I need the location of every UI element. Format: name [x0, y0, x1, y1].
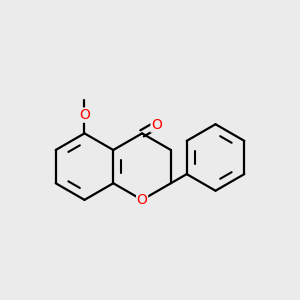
- Text: O: O: [79, 108, 90, 122]
- Text: O: O: [136, 193, 148, 207]
- Text: O: O: [151, 118, 162, 132]
